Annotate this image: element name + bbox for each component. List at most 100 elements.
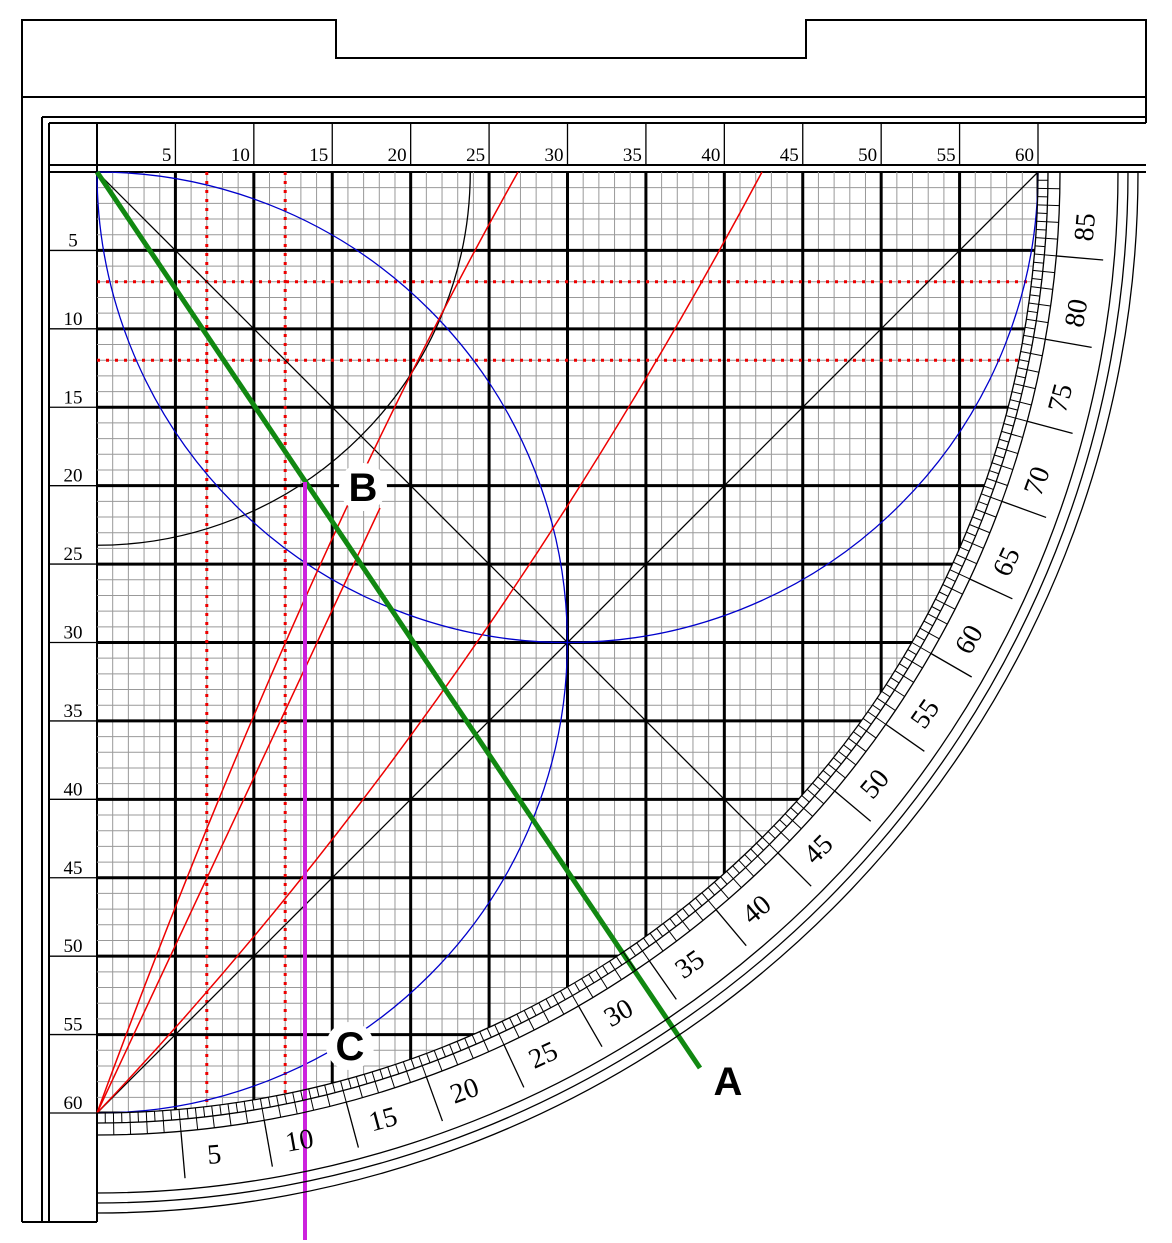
construction-lines	[94, 170, 1039, 1240]
scale-tick	[509, 1017, 520, 1038]
scale-tick	[162, 1110, 165, 1133]
scale-tick	[885, 684, 905, 697]
scale-tick	[1036, 220, 1059, 223]
arc-scale-label: 5	[206, 1139, 223, 1171]
scale-tick	[767, 831, 776, 839]
arc-scale-divider	[1001, 500, 1047, 519]
scale-tick	[235, 1102, 239, 1113]
scale-tick	[923, 620, 933, 627]
scale-tick	[991, 462, 1014, 471]
scale-tick	[636, 942, 650, 962]
left-scale-label: 15	[64, 387, 83, 408]
red-line	[96, 507, 381, 1114]
scale-arc	[96, 171, 1139, 1214]
scale-tick	[738, 859, 755, 877]
scale-tick	[795, 801, 813, 817]
scale-tick	[178, 1109, 182, 1132]
arc-scale-label: 30	[599, 993, 639, 1034]
scale-tick	[946, 576, 956, 582]
scale-tick	[801, 795, 810, 803]
scale-tick	[449, 1044, 459, 1066]
scale-tick	[243, 1101, 249, 1124]
scale-tick	[938, 591, 949, 597]
scale-tick	[848, 737, 867, 752]
left-scale-label: 10	[64, 309, 83, 330]
scale-tick	[170, 1110, 173, 1121]
scale-tick	[872, 704, 882, 712]
scale-tick	[894, 670, 914, 683]
scale-tick	[387, 1066, 396, 1089]
scale-tick	[574, 982, 581, 992]
left-scale-label: 45	[64, 858, 83, 879]
scale-tick	[523, 1010, 535, 1031]
scale-tick	[340, 1080, 347, 1103]
arc-scale-divider	[1045, 338, 1092, 349]
top-scale-label: 50	[858, 145, 877, 166]
scale-tick	[531, 1006, 537, 1016]
scale-tick	[999, 438, 1009, 443]
outer-frame	[21, 19, 1147, 1222]
label-backdrop	[339, 463, 387, 511]
left-scale-label: 20	[64, 466, 83, 487]
scale-tick	[1009, 399, 1032, 406]
arc-scale-divider	[263, 1120, 274, 1167]
arc-scale-label: 80	[1059, 297, 1094, 330]
scale-tick	[316, 1086, 320, 1097]
scale-tick	[682, 908, 690, 917]
scale-tick	[1007, 407, 1018, 411]
scale-tick	[1020, 351, 1043, 357]
arc-scale-label: 75	[1042, 380, 1079, 415]
point-label: A	[714, 1060, 743, 1104]
scale-tick	[464, 1037, 474, 1059]
top-scale-label: 30	[545, 145, 564, 166]
arc-scale-divider	[1056, 255, 1104, 261]
scale-tick	[907, 649, 917, 656]
scale-tick	[881, 690, 891, 698]
scale-tick	[595, 969, 608, 989]
scale-tick	[827, 763, 846, 779]
arc-scale-label: 35	[670, 944, 711, 985]
point-label: C	[336, 1025, 365, 1069]
scale-tick	[153, 1111, 156, 1122]
scale-tick	[1019, 359, 1030, 363]
scale-tick	[784, 813, 802, 830]
scale-tick	[981, 493, 1003, 502]
scale-tick	[1027, 310, 1038, 314]
scale-tick	[972, 516, 983, 522]
scale-tick	[720, 876, 728, 885]
scale-tick	[649, 932, 664, 952]
top-scale-label: 25	[466, 145, 485, 166]
scale-tick	[410, 1058, 415, 1069]
scale-tick	[838, 750, 857, 766]
arc-scale-divider	[425, 1076, 444, 1122]
arc-scale-divider	[648, 960, 677, 1000]
left-scale-label: 5	[68, 230, 78, 251]
left-scale-label: 55	[64, 1015, 83, 1036]
scale-tick	[1022, 342, 1033, 346]
scale-tick	[1015, 375, 1026, 379]
scale-tick	[402, 1061, 411, 1083]
scale-tick	[688, 902, 704, 921]
scale-tick	[559, 990, 566, 1000]
left-scale-label: 50	[64, 936, 83, 957]
scale-tick	[962, 539, 984, 549]
top-scale-label: 60	[1015, 145, 1034, 166]
scale-tick	[251, 1100, 255, 1111]
scale-tick	[545, 998, 552, 1008]
scale-tick	[675, 913, 691, 932]
top-scale-label: 20	[388, 145, 407, 166]
label-backdrop	[326, 1022, 374, 1070]
scale-tick	[292, 1092, 298, 1115]
top-scale-label: 5	[162, 145, 172, 166]
arc-scale-label: 50	[854, 763, 896, 804]
scale-tick	[876, 697, 896, 711]
scale-tick	[707, 887, 716, 896]
arc-scale-label: 70	[1018, 463, 1057, 500]
scale-arc	[96, 171, 1129, 1204]
arc-scale-divider	[715, 909, 747, 947]
scale-tick	[609, 960, 622, 980]
scale-tick	[538, 1002, 550, 1023]
scale-tick	[911, 642, 932, 654]
scale-tick	[1032, 269, 1055, 274]
